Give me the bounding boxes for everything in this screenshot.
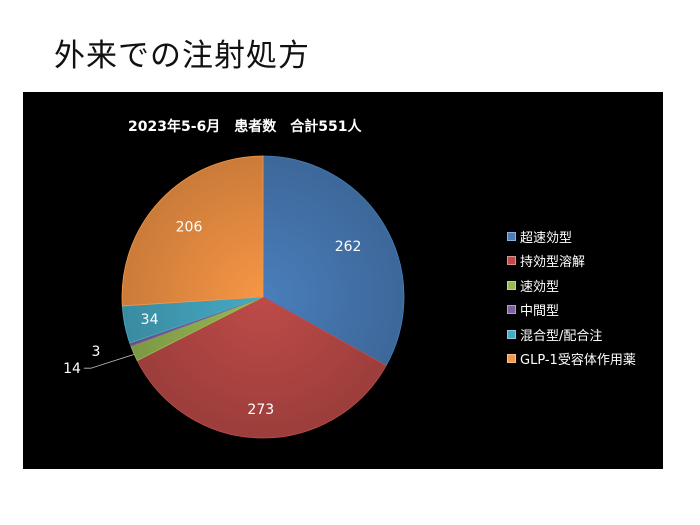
legend-item-2: 速効型 — [507, 273, 636, 298]
legend-swatch-4 — [507, 329, 516, 339]
legend-label-1: 持効型溶解 — [520, 255, 586, 271]
legend-item-0: 超速効型 — [507, 224, 636, 249]
legend-swatch-3 — [507, 305, 516, 315]
chart-title: 2023年5-6月 患者数 合計551人 — [128, 119, 362, 135]
legend-item-4: 混合型/配合注 — [507, 322, 636, 347]
data-label-1: 273 — [247, 402, 274, 418]
legend-label-5: GLP-1受容体作用薬 — [520, 353, 636, 369]
pie-slice-5 — [121, 155, 264, 307]
data-label-5: 206 — [176, 220, 203, 236]
leader-line-2 — [83, 354, 134, 369]
data-label-2: 14 — [63, 361, 81, 377]
legend-swatch-5 — [507, 354, 516, 364]
legend-label-4: 混合型/配合注 — [520, 328, 603, 344]
legend-swatch-0 — [507, 231, 516, 241]
legend-label-3: 中間型 — [520, 304, 560, 320]
pie-slice-1 — [136, 296, 387, 439]
pie-slice-0 — [262, 155, 405, 367]
chart-legend: 超速効型持効型溶解速効型中間型混合型/配合注 GLP-1受容体作用薬 — [507, 224, 636, 371]
legend-label-0: 超速効型 — [520, 230, 573, 246]
data-label-4: 34 — [141, 312, 159, 328]
data-label-3: 3 — [91, 344, 100, 360]
legend-label-2: 速効型 — [520, 279, 560, 295]
slide-title: 外来での注射処方 — [54, 38, 310, 74]
legend-swatch-1 — [507, 256, 516, 266]
legend-item-5: GLP-1受容体作用薬 — [507, 347, 636, 372]
legend-item-1: 持効型溶解 — [507, 249, 636, 274]
legend-swatch-2 — [507, 280, 516, 290]
legend-item-3: 中間型 — [507, 298, 636, 323]
data-label-0: 262 — [335, 239, 362, 255]
